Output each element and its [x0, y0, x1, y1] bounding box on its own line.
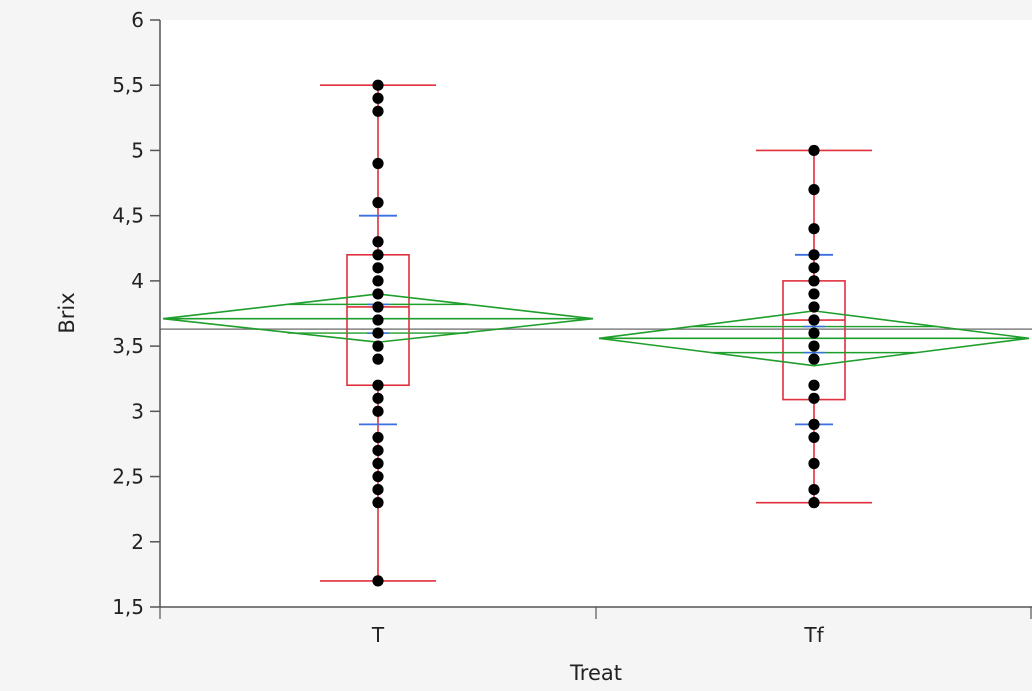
data-point	[372, 353, 384, 365]
x-axis-ticks: T Tf	[159, 607, 1032, 647]
data-point	[372, 197, 384, 209]
data-point	[808, 327, 820, 339]
data-point	[808, 392, 820, 404]
data-point	[372, 470, 384, 483]
data-point	[372, 236, 384, 248]
data-point	[808, 497, 820, 509]
data-point	[808, 262, 820, 274]
data-point	[372, 392, 384, 404]
x-axis-label: Treat	[569, 661, 622, 685]
data-point	[372, 301, 384, 313]
data-point	[808, 457, 820, 470]
data-point	[372, 262, 384, 274]
data-point	[808, 144, 820, 157]
data-point	[372, 431, 384, 444]
data-point	[372, 457, 384, 470]
y-tick-label: 4	[131, 269, 144, 293]
plot-background	[160, 20, 1032, 607]
y-tick-label: 5,5	[112, 73, 144, 97]
y-tick-label: 5	[131, 138, 144, 162]
data-point	[808, 249, 820, 261]
data-point	[808, 314, 820, 326]
data-point	[372, 327, 384, 339]
data-point	[808, 288, 820, 300]
data-point	[372, 497, 384, 509]
data-point	[808, 418, 820, 430]
y-tick-label: 4,5	[112, 204, 144, 228]
data-point	[372, 484, 384, 496]
y-tick-label: 6	[131, 8, 144, 32]
data-point	[808, 183, 820, 196]
y-tick-label: 2	[131, 530, 144, 554]
chart-marks	[160, 79, 1032, 587]
data-point	[372, 249, 384, 261]
data-point	[372, 444, 384, 457]
y-tick-label: 1,5	[112, 595, 144, 619]
data-point	[808, 223, 820, 235]
x-tick-label: T	[371, 623, 385, 647]
data-point	[372, 314, 384, 326]
data-point	[372, 340, 384, 352]
data-point	[808, 340, 820, 352]
data-point	[808, 379, 820, 391]
data-point	[372, 575, 384, 587]
data-point	[808, 353, 820, 365]
x-tick-label: Tf	[803, 623, 824, 647]
data-point	[372, 288, 384, 300]
data-point	[372, 92, 384, 104]
y-tick-label: 3,5	[112, 334, 144, 358]
data-point	[372, 79, 384, 91]
y-axis-label: Brix	[55, 292, 79, 333]
data-point	[372, 379, 384, 391]
data-point	[372, 275, 384, 287]
data-point	[808, 301, 820, 313]
data-point	[808, 275, 820, 287]
data-point	[372, 405, 384, 417]
y-tick-label: 3	[131, 399, 144, 423]
data-point	[372, 105, 384, 117]
data-point	[372, 157, 384, 170]
data-point	[808, 431, 820, 444]
y-tick-label: 2,5	[112, 465, 144, 489]
data-point	[808, 484, 820, 496]
y-axis-ticks: 1,5 2 2,5 3 3,5 4 4,5 5 5,5 6	[112, 8, 160, 619]
